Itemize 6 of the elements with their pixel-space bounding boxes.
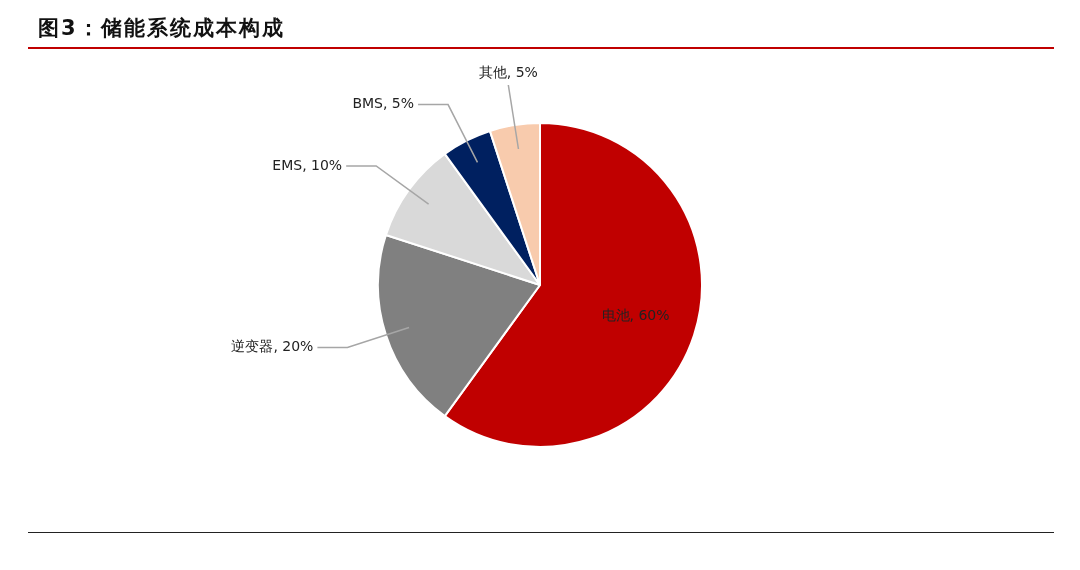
chart-title: 图3：储能系统成本构成	[38, 15, 285, 42]
slice-label: EMS, 10%	[272, 156, 343, 173]
slice-label: BMS, 5%	[352, 95, 415, 112]
slice-label: 其他, 5%	[478, 63, 538, 80]
slice-label: 电池, 60%	[601, 306, 670, 323]
slice-label: 逆变器, 20%	[231, 338, 314, 355]
